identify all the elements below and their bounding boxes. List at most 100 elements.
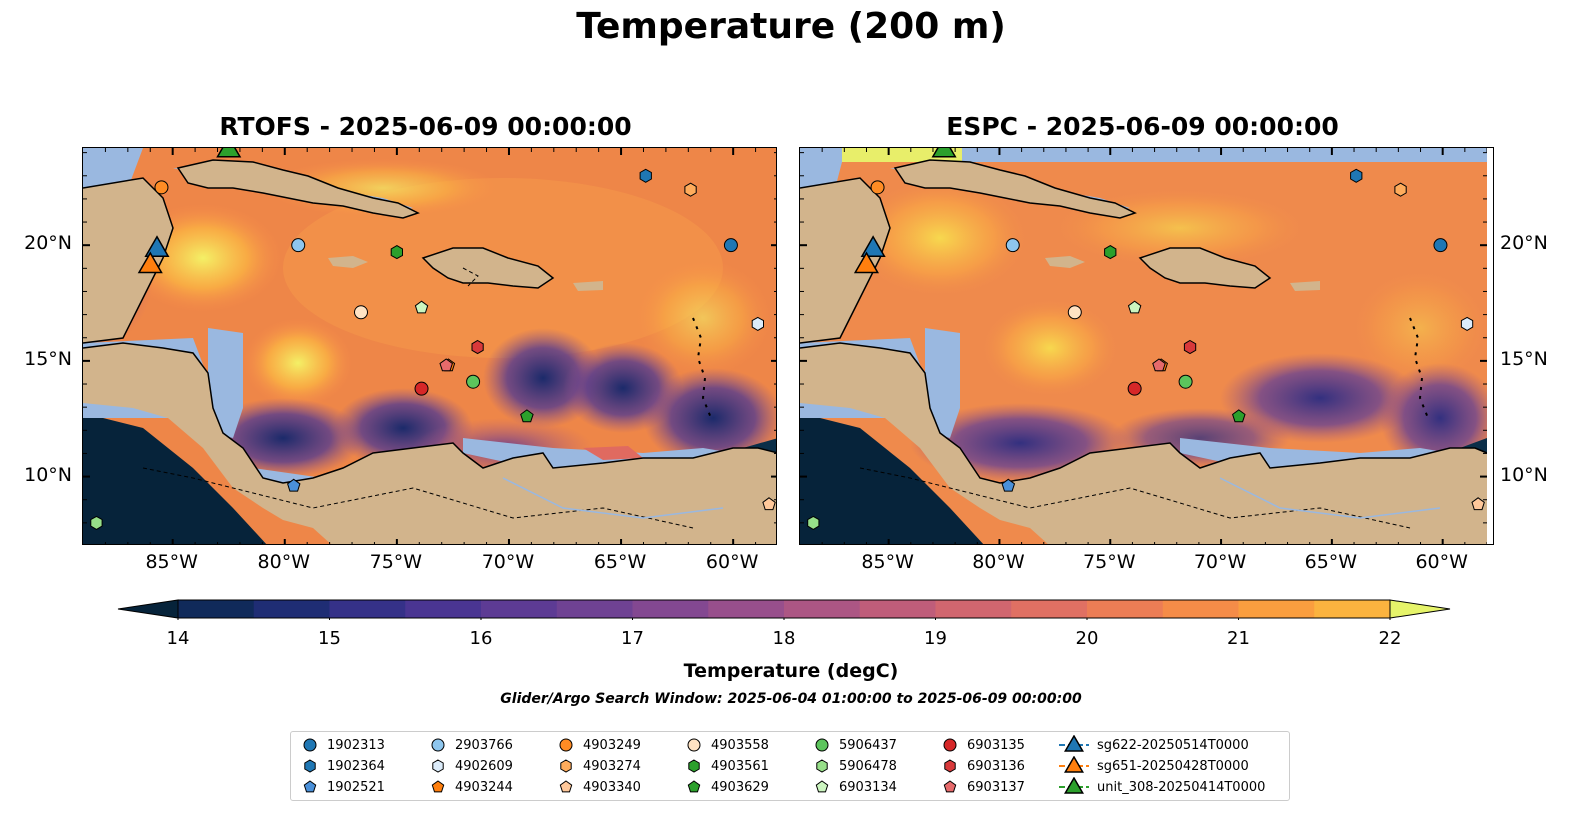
legend-symbol-circle [303,738,317,752]
legend-label: 6903134 [839,779,897,795]
map-panel-rtofs[interactable] [82,147,777,545]
legend-label: 6903136 [967,758,1025,774]
marker-unit_308-20250414t0000 [216,148,242,158]
marker-6903137 [1152,358,1166,372]
lon-tick-label: 70°W [481,551,535,573]
lon-tick-label: 65°W [593,551,647,573]
legend-symbol-pentagon [431,780,445,793]
legend-marker [687,738,701,752]
colorbar-tick-label: 16 [469,628,493,649]
legend-entry: 4903340 [557,777,641,797]
colorbar-segment [935,600,1012,618]
marker-layer-espc [807,148,1485,530]
legend-symbol-pentagon [559,780,573,793]
lon-tick-label: 75°W [1083,551,1136,573]
marker-4903629 [520,409,534,423]
legend-marker [1063,756,1085,773]
colorbar-segment [632,600,709,618]
marker-1902521 [287,478,301,492]
marker-4903558 [1067,305,1082,320]
legend-marker [559,780,573,793]
legend-marker [688,759,700,773]
legend-entry: 4903629 [685,777,769,797]
legend-entry: 4902609 [429,756,513,776]
land-cuba [895,160,1135,218]
lat-tick-label: 20°N [24,232,72,255]
marker-6903134 [1127,300,1142,314]
legend-marker [303,738,317,752]
marker-1902364 [639,168,652,183]
land-cuba [178,160,418,218]
legend-entry: unit_308-20250414T0000 [1059,777,1265,797]
legend-symbol-hexagon [944,759,956,773]
legend-entry: 4903558 [685,735,769,755]
colorbar-segment [708,600,785,618]
colorbar-segment [1162,600,1239,618]
legend-marker [559,738,573,752]
colorbar-segment [1011,600,1088,618]
legend-marker [815,738,829,752]
lon-tick-label: 70°W [1193,551,1247,573]
marker-2903766 [1005,238,1020,253]
marker-sg651-20250428t0000 [853,251,879,274]
legend-entry: 6903135 [941,735,1025,755]
map-espc [800,148,1487,544]
legend-label: 2903766 [455,737,513,753]
colorbar-segment [1087,600,1164,618]
marker-5906437 [466,374,481,389]
lon-tick-label: 85°W [145,551,198,573]
marker-5906478 [90,515,103,530]
marker-1902313 [723,238,738,253]
legend-entry: 1902364 [301,756,385,776]
legend-entry: 6903134 [813,777,897,797]
frame-ticks-rtofs [83,148,776,544]
colorbar-tick-label: 14 [166,628,190,649]
legend-marker [304,759,316,773]
colorbar-segment [556,600,633,618]
colorbar-tick-label: 20 [1075,628,1099,649]
legend-marker [1063,735,1085,752]
legend-label: 4903244 [455,779,513,795]
legend-label: 4903249 [583,737,641,753]
legend-marker [816,759,828,773]
lat-tick-label: 10°N [1500,463,1548,486]
lat-tick-label: 15°N [1500,347,1548,370]
legend-entry: sg651-20250428T0000 [1059,756,1249,776]
land-hispaniola [423,248,553,288]
marker-2903766 [291,238,306,253]
legend-label: 6903137 [967,779,1025,795]
legend-entry: 2903766 [429,735,513,755]
land-jamaica [328,256,368,268]
marker-sg622-20250514t0000 [144,235,170,258]
legend-marker [944,759,956,773]
marker-4903340 [762,497,776,511]
marker-sg622-20250514t0000 [860,235,886,258]
legend-label: sg651-20250428T0000 [1097,758,1249,774]
legend-symbol-hexagon [816,759,828,773]
legend-label: 4903561 [711,758,769,774]
marker-5906478 [807,515,820,530]
marker-4902609 [751,316,764,331]
search-window-note: Glider/Argo Search Window: 2025-06-04 01… [500,691,1082,707]
legend-label: 4903274 [583,758,641,774]
marker-4903561 [390,245,403,260]
legend-entry: 5906437 [813,735,897,755]
map-panel-espc[interactable] [799,147,1494,545]
legend: 1902313 1902364 1902521 2903766 4902609 49032… [290,731,1290,801]
legend-symbol-circle [943,738,957,752]
colorbar-extend-high [1389,599,1451,619]
marker-4903561 [1104,245,1117,260]
legend-entry: 1902521 [301,777,385,797]
legend-label: 1902313 [327,737,385,753]
marker-4903340 [1471,497,1485,511]
legend-label: 5906437 [839,737,897,753]
lon-tick-label: 85°W [861,551,914,573]
legend-marker [815,780,829,793]
marker-1902313 [1433,238,1448,253]
lon-tick-label: 75°W [369,551,423,573]
colorbar-segment [481,600,558,618]
legend-label: 1902364 [327,758,385,774]
lat-tick-label: 20°N [1500,232,1548,255]
legend-symbol-hexagon [560,759,572,773]
legend-entry: 1902313 [301,735,385,755]
